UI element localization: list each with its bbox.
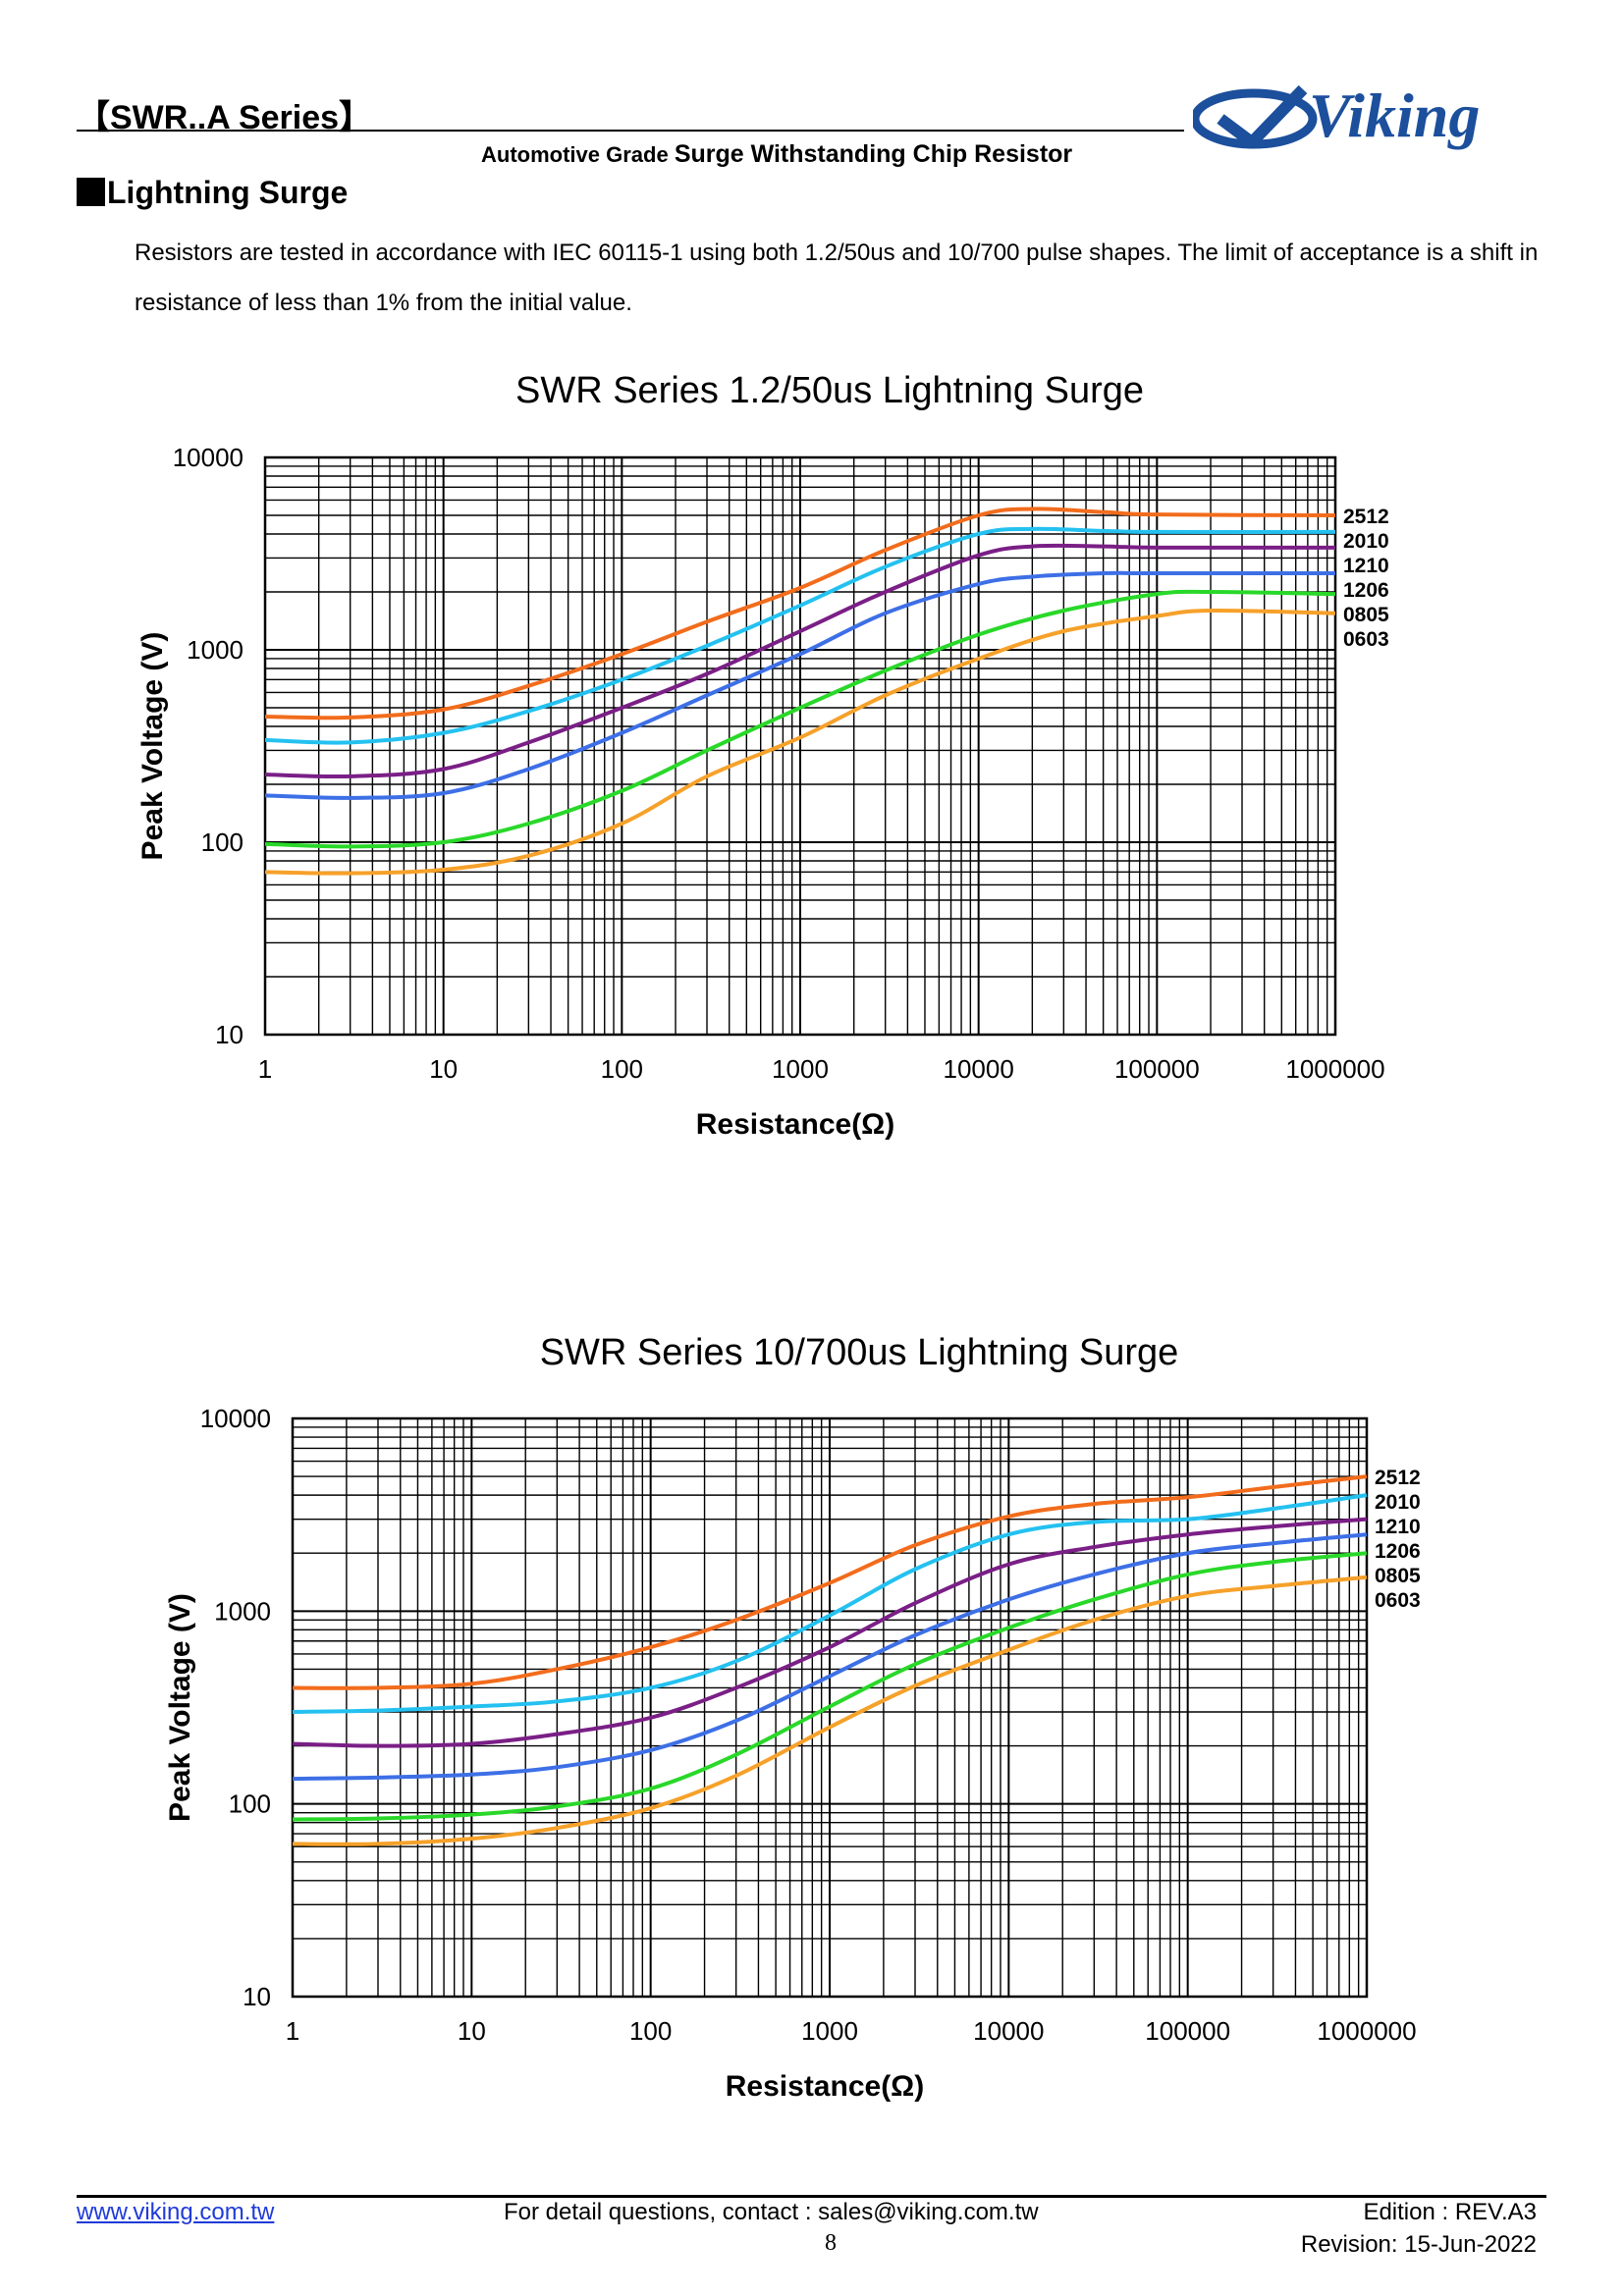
section-title: Lightning Surge (107, 175, 349, 210)
series-line-1206 (264, 570, 1335, 800)
x-tick-label: 10000 (944, 1054, 1014, 1084)
subtitle-main: Surge Withstanding Chip Resistor (674, 140, 1073, 168)
footer-rule (77, 2195, 1546, 2198)
series-label-0603: 0603 (1343, 628, 1389, 651)
plot-frame (291, 1416, 1369, 1999)
chart-title: SWR Series 10/700us Lightning Surge (540, 1332, 1179, 1373)
series-label-2010: 2010 (1343, 530, 1389, 553)
series-label-1206: 1206 (1343, 579, 1389, 602)
y-tick-label: 1000 (187, 635, 244, 665)
page-number: 8 (825, 2230, 837, 2256)
series-label-2512: 2512 (1375, 1467, 1421, 1489)
series-label-2010: 2010 (1375, 1491, 1421, 1514)
x-tick-label: 10 (429, 1054, 458, 1084)
series-line-1210 (292, 1517, 1368, 1748)
series-line-2512 (264, 507, 1336, 721)
x-tick-label: 100 (629, 2016, 672, 2046)
y-tick-label: 10000 (200, 1404, 271, 1433)
edition-text: Edition : REV.A3 (1363, 2199, 1537, 2225)
series-line-1206 (292, 1532, 1368, 1782)
series-label-2512: 2512 (1343, 506, 1389, 528)
revision-text: Revision: 15-Jun-2022 (1300, 2231, 1537, 2258)
chart-grid (263, 455, 1337, 1037)
x-tick-label: 100000 (1114, 1054, 1200, 1084)
x-tick-label: 1 (258, 1054, 272, 1084)
y-tick-label: 10 (215, 1020, 244, 1049)
series-label-0603: 0603 (1375, 1589, 1421, 1612)
series-line-0603 (264, 608, 1336, 876)
y-tick-label: 1000 (214, 1596, 271, 1626)
y-tick-label: 100 (201, 828, 244, 857)
logo-wordmark: Viking (1309, 80, 1480, 150)
y-tick-label: 10000 (173, 443, 244, 472)
contact-text: For detail questions, contact : sales@vi… (504, 2199, 1039, 2225)
x-tick-label: 100 (601, 1054, 643, 1084)
y-tick-label: 100 (229, 1789, 271, 1819)
website-link[interactable]: www.viking.com.tw (77, 2199, 275, 2225)
header-rule (77, 130, 1184, 132)
logo-mark-icon (1193, 84, 1318, 149)
x-tick-label: 1000000 (1317, 2016, 1416, 2046)
series-line-0603 (292, 1575, 1368, 1846)
plot-frame (263, 455, 1337, 1037)
series-line-2512 (292, 1474, 1368, 1690)
y-axis-label: Peak Voltage (V) (136, 632, 169, 861)
x-tick-label: 10000 (973, 2016, 1044, 2046)
x-axis-label: Resistance(Ω) (726, 2070, 924, 2103)
series-line-0805 (292, 1551, 1368, 1822)
x-tick-label: 100000 (1145, 2016, 1230, 2046)
x-axis-label: Resistance(Ω) (696, 1108, 894, 1141)
subtitle-prefix: Automotive Grade (481, 142, 675, 167)
x-tick-label: 1000 (772, 1054, 829, 1084)
x-tick-label: 1000000 (1285, 1054, 1384, 1084)
bullet-square-icon (77, 178, 105, 206)
chart-10-700us: SWR Series 10/700us Lightning Surge 1 10 10… (164, 1332, 1421, 2103)
x-tick-label: 1000 (801, 2016, 858, 2046)
series-label-1206: 1206 (1375, 1540, 1421, 1563)
series-line-2010 (292, 1493, 1368, 1714)
series-label-0805: 0805 (1343, 604, 1389, 626)
document-subtitle: Automotive Grade Surge Withstanding Chip… (481, 140, 1072, 169)
chart-1-2-50us: SWR Series 1.2/50us Lightning Surge 1 10 10… (136, 370, 1389, 1141)
y-axis-label: Peak Voltage (V) (164, 1593, 196, 1822)
series-label-1210: 1210 (1343, 555, 1389, 577)
series-line-2010 (264, 526, 1336, 745)
viking-logo: Viking (1193, 80, 1480, 150)
series-line-0805 (264, 589, 1336, 849)
series-line-1210 (264, 543, 1336, 779)
y-tick-label: 10 (243, 1982, 271, 2011)
section-heading: Lightning Surge (77, 175, 348, 211)
series-label-1210: 1210 (1375, 1516, 1421, 1538)
x-tick-label: 10 (458, 2016, 486, 2046)
chart-title: SWR Series 1.2/50us Lightning Surge (515, 370, 1144, 411)
series-label-0805: 0805 (1375, 1565, 1421, 1587)
chart-grid (291, 1416, 1369, 1999)
x-tick-label: 1 (286, 2016, 299, 2046)
section-paragraph: Resistors are tested in accordance with … (135, 240, 1539, 316)
